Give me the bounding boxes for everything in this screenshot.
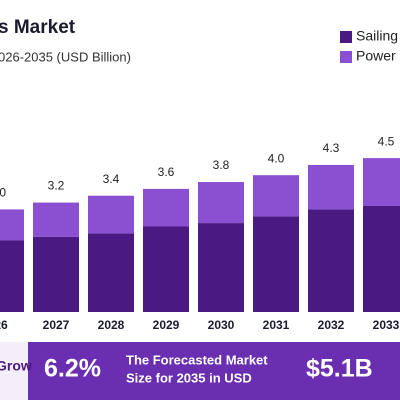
total-label: 3.6 — [158, 165, 175, 179]
x-tick-label: 2027 — [43, 318, 70, 332]
legend-label: Sailing — [356, 28, 398, 44]
forecast-label: Size for 2035 in USD — [126, 370, 252, 385]
bar-segment — [88, 233, 134, 312]
x-tick-label: 2030 — [208, 318, 235, 332]
x-tick-label: 2031 — [263, 318, 290, 332]
bar-segment — [198, 182, 244, 224]
x-tick-label: 2032 — [318, 318, 345, 332]
bar-segment — [33, 202, 79, 237]
forecast-label: The Forecasted Market — [126, 352, 268, 367]
total-label: 3.4 — [103, 172, 120, 186]
bar-segment — [198, 223, 244, 312]
cagr-value: 6.2% — [44, 355, 101, 383]
total-label: 4.0 — [268, 151, 285, 165]
forecast-value: $5.1B — [306, 355, 373, 383]
total-label: 4.3 — [323, 141, 340, 155]
x-tick-label: 2029 — [153, 318, 180, 332]
bar-segment — [0, 240, 24, 312]
total-label: 3.2 — [48, 179, 65, 193]
bar-segment — [253, 175, 299, 217]
legend-label: Power — [356, 48, 396, 64]
x-tick-label: 2033 — [373, 318, 400, 332]
bar-segment — [88, 195, 134, 234]
bar-segment — [308, 164, 354, 210]
total-label: .0 — [0, 186, 6, 200]
footer-highlight — [28, 342, 400, 400]
bar-segment — [33, 236, 79, 312]
total-label: 4.5 — [378, 134, 395, 148]
bar-segment — [143, 226, 189, 312]
bar-segment — [363, 158, 400, 206]
growth-label: Grow — [0, 358, 32, 374]
bar-segment — [253, 216, 299, 312]
bar-segment — [363, 205, 400, 312]
x-tick-label: 26 — [0, 318, 8, 332]
total-label: 3.8 — [213, 158, 230, 172]
legend-swatch — [340, 31, 352, 43]
chart-title: s Market — [0, 17, 76, 38]
bar-segment — [143, 188, 189, 227]
chart-subtitle: 026-2035 (USD Billion) — [0, 49, 131, 64]
x-tick-label: 2028 — [98, 318, 125, 332]
bar-segment — [308, 209, 354, 312]
legend-swatch — [340, 51, 352, 63]
bar-segment — [0, 209, 24, 241]
